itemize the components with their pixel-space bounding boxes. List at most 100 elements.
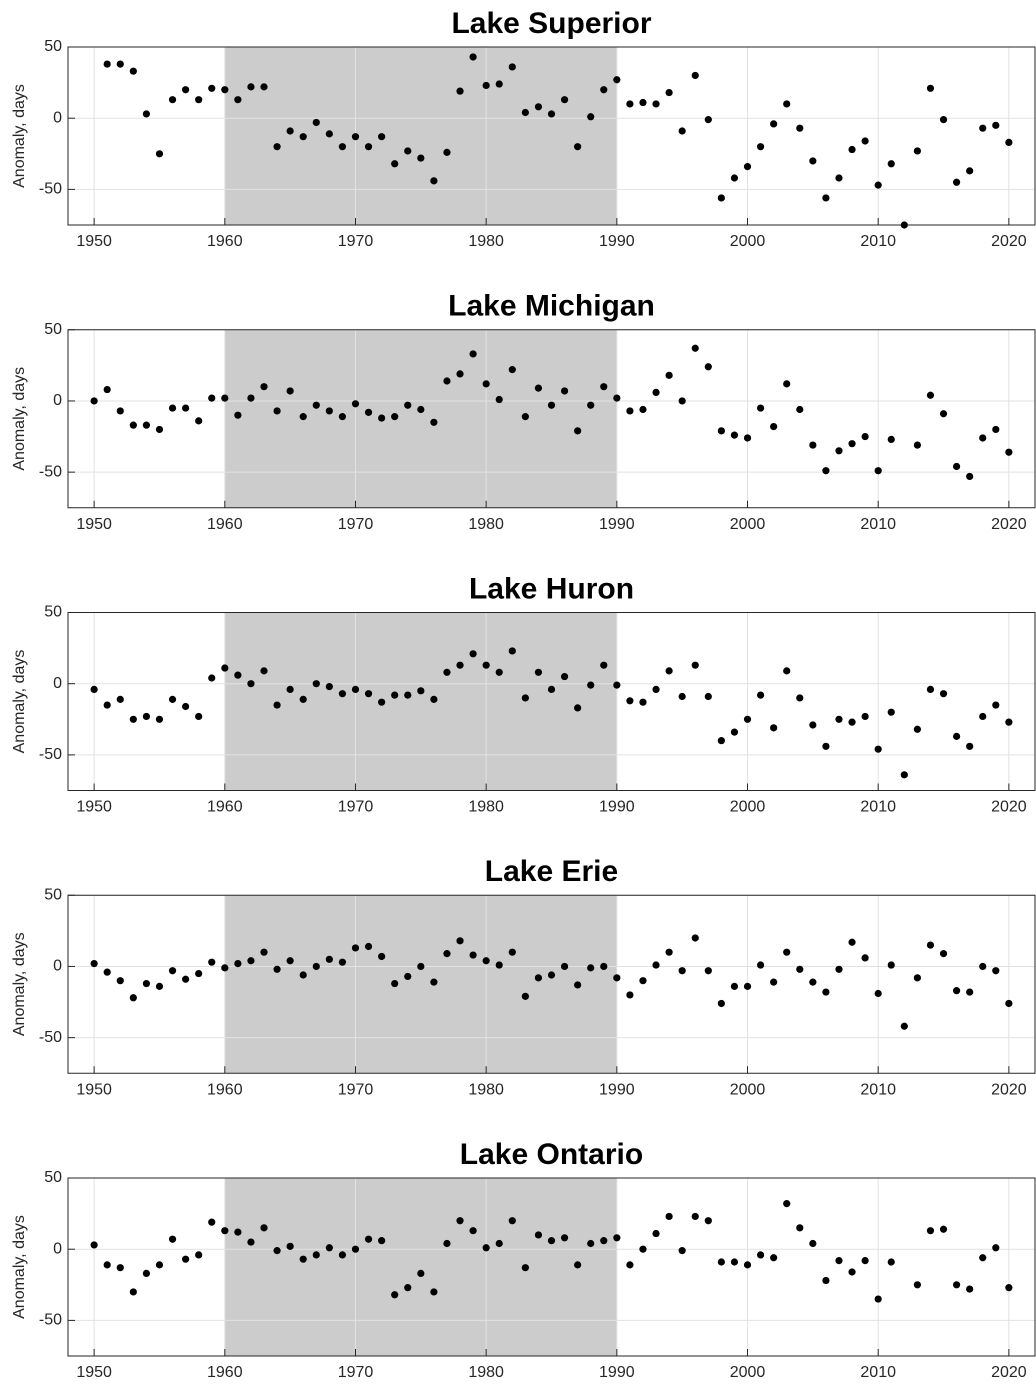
- data-point: [312, 1251, 320, 1259]
- data-point: [234, 1228, 242, 1236]
- x-tick-label: 2010: [860, 516, 896, 533]
- data-point: [247, 957, 255, 965]
- y-tick-label: 0: [53, 958, 62, 975]
- data-point: [534, 103, 543, 111]
- data-point: [704, 363, 712, 371]
- data-point: [364, 408, 373, 416]
- data-point: [456, 661, 464, 669]
- data-point: [547, 685, 556, 693]
- data-point: [234, 96, 242, 104]
- data-point: [208, 84, 216, 92]
- data-point: [195, 417, 203, 425]
- x-tick-label: 1970: [338, 233, 374, 250]
- data-point: [456, 1217, 464, 1225]
- data-point: [639, 405, 647, 414]
- subplot-title: Lake Huron: [469, 572, 634, 605]
- data-point: [456, 370, 464, 378]
- data-point: [364, 1235, 373, 1243]
- x-tick-label: 2010: [860, 1364, 896, 1381]
- data-point: [195, 96, 203, 104]
- data-point: [221, 394, 229, 402]
- y-tick-label: 0: [53, 392, 62, 409]
- data-point: [312, 962, 320, 971]
- data-point: [247, 83, 255, 91]
- data-point: [939, 116, 948, 124]
- data-point: [966, 1285, 974, 1293]
- data-point: [587, 1239, 595, 1248]
- data-point: [142, 421, 151, 429]
- data-point: [560, 962, 569, 971]
- data-point: [809, 1239, 817, 1248]
- data-point: [430, 978, 438, 986]
- subplot: Lake Erie 1950 1960 1970 1980 1990 2000 2010 202…: [11, 855, 1036, 1098]
- data-point: [391, 413, 399, 421]
- axes-frame: [67, 894, 1036, 1074]
- data-point: [874, 467, 882, 475]
- data-point: [469, 951, 477, 959]
- data-point: [743, 1261, 752, 1269]
- data-point: [273, 143, 281, 151]
- data-point: [260, 667, 268, 675]
- data-point: [796, 965, 804, 973]
- data-point: [208, 674, 216, 682]
- data-point: [247, 680, 255, 688]
- subplot: Lake Ontario 1950 1960 1970 1980 1990 2000 2010…: [11, 1138, 1036, 1381]
- data-point: [534, 668, 543, 676]
- data-point: [547, 971, 556, 979]
- data-point: [325, 682, 333, 691]
- data-point: [587, 964, 595, 972]
- data-point: [378, 1237, 386, 1245]
- data-point: [874, 181, 882, 189]
- x-tick-label: 1990: [599, 799, 635, 816]
- y-axis-label: Anomaly, days: [11, 1215, 28, 1319]
- x-tick-label: 1960: [207, 799, 243, 816]
- data-point: [364, 942, 373, 951]
- data-point: [90, 397, 98, 405]
- data-point: [521, 694, 529, 702]
- data-point: [939, 410, 948, 418]
- data-point: [495, 668, 503, 676]
- data-point: [770, 120, 778, 128]
- data-point: [678, 1247, 686, 1255]
- data-point: [678, 397, 686, 405]
- data-point: [600, 1237, 608, 1245]
- x-tick-label: 2000: [730, 1081, 766, 1098]
- data-point: [652, 685, 660, 693]
- data-point: [312, 401, 320, 409]
- data-point: [378, 698, 386, 706]
- y-tick-label: 0: [53, 109, 62, 126]
- data-point: [1005, 718, 1013, 726]
- data-point: [456, 937, 464, 945]
- data-point: [495, 961, 503, 969]
- y-tick-label: -50: [39, 746, 62, 763]
- data-point: [848, 440, 856, 448]
- data-point: [756, 404, 765, 412]
- data-point: [443, 668, 451, 676]
- x-tick-label: 2000: [730, 799, 766, 816]
- data-point: [796, 1224, 804, 1232]
- data-point: [613, 1234, 621, 1242]
- data-point: [809, 157, 817, 165]
- data-point: [208, 958, 216, 966]
- x-tick-label: 1950: [76, 1081, 112, 1098]
- data-point: [1005, 1284, 1013, 1292]
- data-point: [979, 712, 987, 721]
- data-point: [639, 698, 647, 706]
- data-point: [364, 143, 373, 151]
- data-point: [783, 380, 791, 388]
- data-point: [430, 1288, 438, 1296]
- x-tick-label: 1990: [599, 233, 635, 250]
- data-point: [848, 718, 856, 726]
- y-axis-label: Anomaly, days: [11, 84, 28, 188]
- data-point: [560, 96, 569, 104]
- data-point: [992, 701, 1000, 709]
- data-point: [913, 725, 921, 733]
- data-point: [952, 178, 961, 186]
- data-point: [495, 1239, 503, 1248]
- y-tick-label: -50: [39, 1029, 62, 1046]
- data-point: [129, 715, 137, 723]
- data-point: [286, 127, 294, 135]
- data-point: [665, 371, 673, 379]
- data-point: [756, 961, 765, 969]
- data-point: [600, 86, 608, 94]
